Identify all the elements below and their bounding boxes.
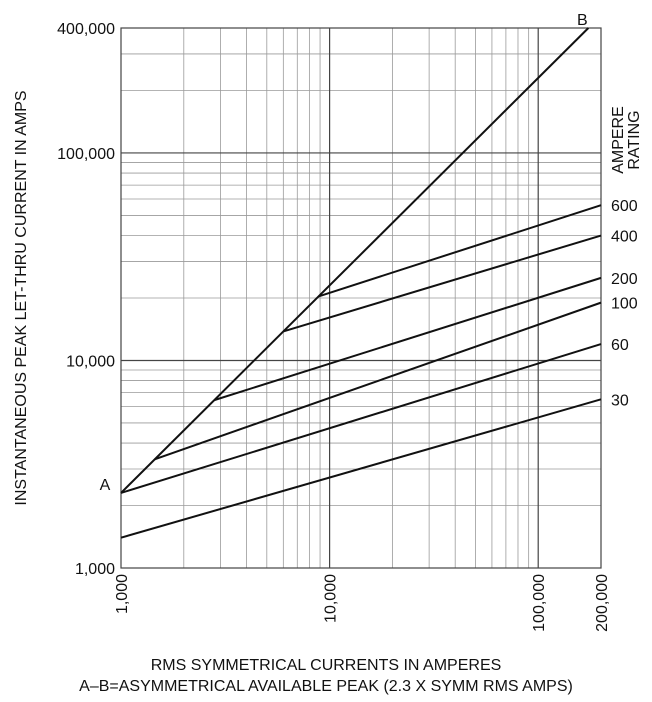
chart-footnote: A–B=ASYMMETRICAL AVAILABLE PEAK (2.3 X S… bbox=[79, 678, 573, 695]
x-tick-label: 10,000 bbox=[323, 574, 340, 623]
rating-line-100 bbox=[154, 301, 602, 461]
rating-line-200 bbox=[213, 276, 602, 402]
rating-label-200: 200 bbox=[611, 271, 638, 288]
rating-title-line1: AMPERE bbox=[610, 106, 627, 174]
x-tick-label: 100,000 bbox=[531, 574, 548, 632]
rating-line-60 bbox=[120, 343, 602, 494]
reference-line-ab bbox=[120, 27, 590, 494]
let-thru-chart: 1,000 10,000 100,000 400,000 1,000 10,000 100,… bbox=[13, 12, 643, 632]
point-label-b: B bbox=[577, 12, 588, 29]
rating-title-line2: RATING bbox=[626, 110, 643, 169]
rating-label-30: 30 bbox=[611, 392, 629, 409]
x-tick-label: 1,000 bbox=[114, 574, 131, 614]
plot-frame bbox=[120, 27, 602, 569]
chart-labels: 1,000 10,000 100,000 400,000 1,000 10,000 100,… bbox=[13, 12, 643, 632]
rating-line-400 bbox=[283, 234, 602, 333]
chart-grid bbox=[120, 27, 602, 569]
y-axis-title: INSTANTANEOUS PEAK LET-THRU CURRENT IN A… bbox=[13, 90, 30, 505]
rating-label-400: 400 bbox=[611, 229, 638, 246]
rating-label-600: 600 bbox=[611, 198, 638, 215]
point-label-a: A bbox=[100, 477, 111, 494]
rating-line-30 bbox=[120, 398, 602, 539]
rating-label-60: 60 bbox=[611, 337, 629, 354]
y-tick-label: 100,000 bbox=[57, 146, 115, 163]
y-tick-label: 1,000 bbox=[75, 561, 115, 578]
x-axis-title: RMS SYMMETRICAL CURRENTS IN AMPERES bbox=[150, 657, 502, 674]
y-tick-label: 10,000 bbox=[66, 353, 115, 370]
y-tick-label: 400,000 bbox=[57, 21, 115, 38]
rating-label-100: 100 bbox=[611, 296, 638, 313]
rating-line-600 bbox=[318, 204, 602, 298]
chart-lines bbox=[120, 27, 602, 539]
x-tick-label: 200,000 bbox=[594, 574, 611, 632]
